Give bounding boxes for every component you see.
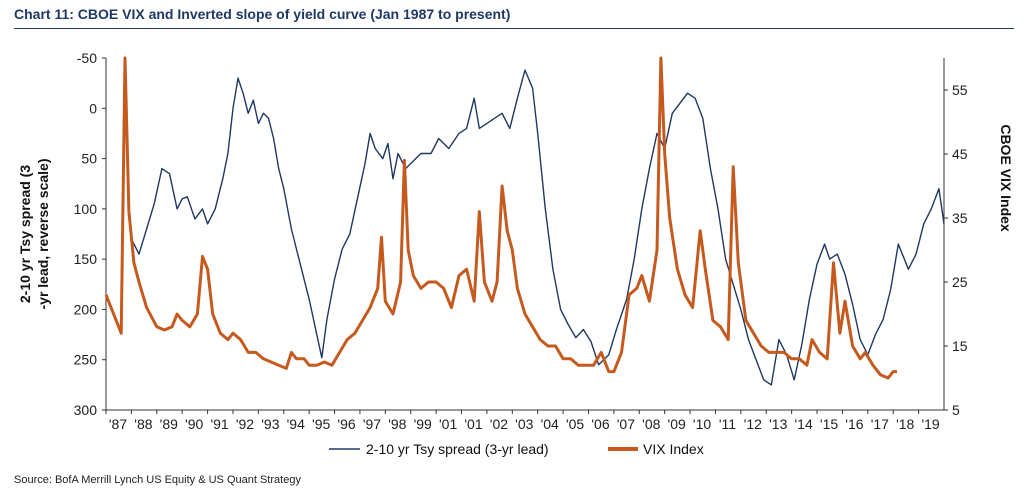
left-tick-label: 150 [74, 251, 98, 267]
x-tick-label: '10 [693, 416, 711, 432]
x-tick-label: '05 [566, 416, 584, 432]
x-tick-label: '91 [210, 416, 228, 432]
x-tick-label: '08 [642, 416, 660, 432]
x-tick-label: '07 [617, 416, 635, 432]
left-tick-label: 200 [74, 301, 98, 317]
x-tick-label: '11 [719, 416, 736, 432]
x-tick-label: '95 [312, 416, 330, 432]
x-tick-label: '15 [820, 416, 838, 432]
x-tick-label: '16 [845, 416, 863, 432]
source-note: Source: BofA Merrill Lynch US Equity & U… [14, 474, 301, 486]
x-tick-label: '88 [134, 416, 152, 432]
title-divider [14, 28, 1014, 29]
x-tick-label: '18 [896, 416, 914, 432]
x-axis-ticks: '87 '88 '89 '90 '91 '92 '93 '94 '95 '96 '97 '98 '99 '… [105, 410, 940, 432]
x-tick-label: '98 [388, 416, 406, 432]
x-tick-label: '01 [439, 416, 457, 432]
x-tick-label: '06 [591, 416, 609, 432]
right-tick-label: 5 [952, 402, 960, 418]
x-tick-label: '87 [109, 416, 127, 432]
x-tick-label: '99 [414, 416, 432, 432]
x-tick-label: '92 [236, 416, 254, 432]
series-line-spread [130, 69, 945, 386]
x-tick-label: '90 [185, 416, 203, 432]
x-tick-label: '19 [921, 416, 939, 432]
right-tick-label: 55 [952, 82, 968, 98]
legend-label-spread: 2-10 yr Tsy spread (3-yr lead) [366, 441, 549, 457]
x-tick-label: '14 [795, 416, 813, 432]
left-tick-label: 100 [74, 201, 98, 217]
x-tick-label: '89 [160, 416, 178, 432]
chart-title: Chart 11: CBOE VIX and Inverted slope of… [14, 6, 511, 22]
x-tick-label: '13 [769, 416, 787, 432]
x-tick-label: '17 [871, 416, 889, 432]
right-axis-title: CBOE VIX Index [998, 124, 1014, 232]
legend: 2-10 yr Tsy spread (3-yr lead) VIX Index [329, 441, 704, 457]
plot-frame [105, 58, 945, 411]
legend-item-spread: 2-10 yr Tsy spread (3-yr lead) [329, 441, 549, 457]
x-tick-label: '04 [541, 416, 559, 432]
series-line-vix [104, 56, 897, 380]
right-tick-label: 35 [952, 210, 968, 226]
left-axis-ticks: -50 0 50 100 150 200 250 300 [74, 50, 106, 418]
series-layer [104, 56, 945, 386]
left-axis-title-line-1: 2-10 yr Tsy spread (3 [17, 165, 33, 303]
right-axis-ticks: 5 15 25 35 45 55 [944, 82, 968, 418]
x-tick-label: '02 [490, 416, 508, 432]
left-tick-label: -50 [77, 50, 97, 66]
left-tick-label: 50 [81, 151, 97, 167]
left-axis-title-line-2: -yr lead, reverse scale) [35, 159, 51, 310]
left-tick-label: 300 [74, 402, 98, 418]
x-tick-label: '97 [363, 416, 381, 432]
right-tick-label: 25 [952, 274, 968, 290]
x-tick-label: '12 [744, 416, 762, 432]
right-tick-label: 45 [952, 146, 968, 162]
right-tick-label: 15 [952, 338, 968, 354]
left-tick-label: 250 [74, 352, 98, 368]
x-tick-label: '03 [515, 416, 533, 432]
legend-label-vix: VIX Index [643, 441, 704, 457]
x-tick-label: '96 [337, 416, 355, 432]
left-tick-label: 0 [89, 100, 97, 116]
left-axis-title: 2-10 yr Tsy spread (3 -yr lead, reverse … [17, 159, 51, 310]
x-tick-label: '09 [668, 416, 686, 432]
x-tick-label: '93 [261, 416, 279, 432]
legend-item-vix: VIX Index [608, 441, 704, 457]
x-tick-label: '01 [464, 416, 482, 432]
x-tick-label: '94 [287, 416, 305, 432]
